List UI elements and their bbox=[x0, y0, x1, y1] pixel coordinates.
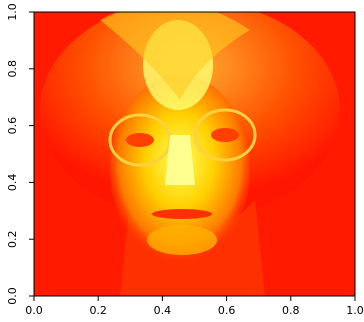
image bbox=[34, 0, 355, 296]
x-tick-label: 0.8 bbox=[282, 304, 300, 317]
y-tick-label: 0.2 bbox=[6, 230, 19, 248]
x-tick-label: 0.2 bbox=[89, 304, 107, 317]
x-tick-label: 0.4 bbox=[154, 304, 172, 317]
y-tick-label: 0.6 bbox=[6, 117, 19, 135]
y-tick-label: 0.8 bbox=[6, 60, 19, 78]
y-tick-label: 1.0 bbox=[6, 3, 19, 21]
chart: 0.0 0.2 0.4 0.6 0.8 1.0 0.0 0.2 0.4 0.6 0.8 1.0 bbox=[0, 0, 364, 322]
x-tick-label: 1.0 bbox=[346, 304, 364, 317]
y-tick-label: 0.0 bbox=[6, 287, 19, 305]
y-tick-label: 0.4 bbox=[6, 174, 19, 192]
x-tick-label: 0.0 bbox=[25, 304, 43, 317]
x-tick-label: 0.6 bbox=[218, 304, 236, 317]
